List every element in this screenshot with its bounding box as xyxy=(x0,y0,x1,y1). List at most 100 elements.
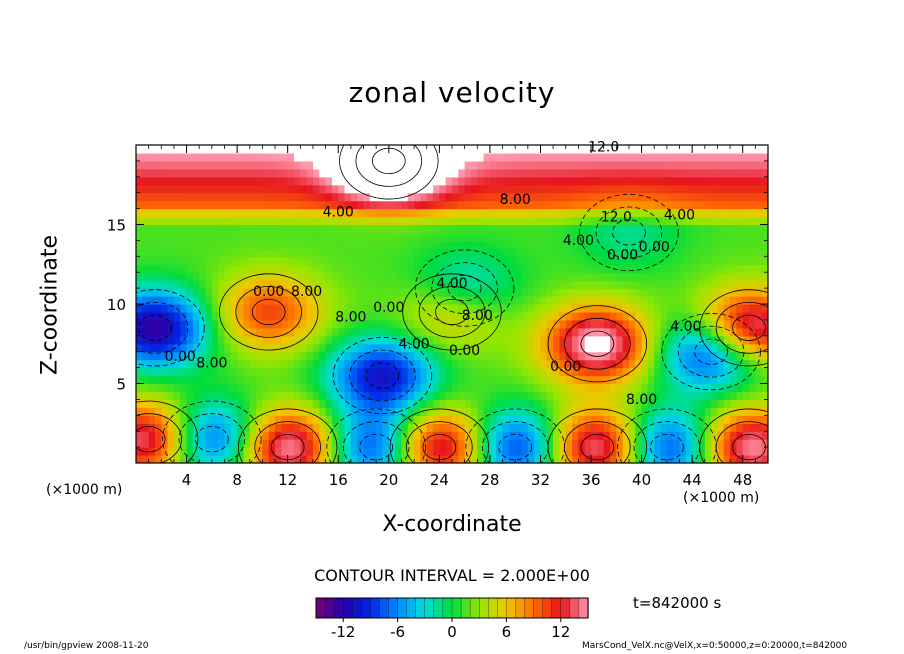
field-cell xyxy=(458,208,466,218)
field-cell xyxy=(666,240,674,249)
field-cell xyxy=(730,145,737,154)
field-cell xyxy=(331,439,339,448)
field-cell xyxy=(281,415,289,424)
field-cell xyxy=(736,208,744,218)
field-cell xyxy=(287,415,295,424)
field-cell xyxy=(755,455,763,463)
field-cell xyxy=(161,343,169,353)
field-cell xyxy=(237,160,245,170)
field-cell xyxy=(736,351,744,361)
field-cell xyxy=(445,192,453,202)
field-cell xyxy=(312,431,320,440)
field-cell xyxy=(755,256,763,265)
field-cell xyxy=(256,335,263,345)
field-cell xyxy=(211,415,219,424)
field-cell xyxy=(761,304,768,313)
field-cell xyxy=(439,192,447,202)
field-cell xyxy=(483,200,491,210)
field-cell xyxy=(458,335,466,345)
field-cell xyxy=(603,224,611,234)
field-cell xyxy=(755,208,763,218)
field-cell xyxy=(559,296,567,305)
field-cell xyxy=(597,184,605,194)
field-cell xyxy=(698,367,706,377)
field-cell xyxy=(142,232,150,241)
field-cell xyxy=(287,232,295,241)
field-cell xyxy=(426,367,434,377)
field-cell xyxy=(199,319,207,329)
field-cell xyxy=(730,335,737,345)
field-cell xyxy=(369,351,377,361)
field-cell xyxy=(395,240,403,249)
field-cell xyxy=(515,383,523,393)
field-cell xyxy=(458,176,466,186)
field-cell xyxy=(243,208,251,218)
field-cell xyxy=(154,319,162,329)
field-cell xyxy=(540,145,548,154)
field-cell xyxy=(616,160,624,170)
field-cell xyxy=(256,200,263,210)
field-cell xyxy=(199,399,207,408)
field-cell xyxy=(578,423,586,432)
field-cell xyxy=(742,343,750,353)
field-cell xyxy=(268,351,276,361)
field-cell xyxy=(452,152,459,162)
field-cell xyxy=(237,288,245,297)
field-cell xyxy=(249,296,257,305)
field-cell xyxy=(749,160,756,170)
field-cell xyxy=(369,168,377,178)
field-cell xyxy=(698,327,706,337)
field-cell xyxy=(660,296,668,305)
field-cell xyxy=(660,439,668,448)
field-cell xyxy=(173,327,181,337)
field-cell xyxy=(426,248,434,257)
field-cell xyxy=(192,232,200,241)
field-cell xyxy=(312,152,320,162)
field-cell xyxy=(445,216,453,226)
field-cell xyxy=(281,447,289,456)
field-cell xyxy=(167,248,175,257)
field-cell xyxy=(369,240,377,249)
field-cell xyxy=(502,359,510,369)
contour-line xyxy=(650,433,684,461)
contour-line xyxy=(254,421,321,463)
field-cell xyxy=(685,168,693,178)
field-cell xyxy=(755,407,763,416)
field-cell xyxy=(679,335,687,345)
field-cell xyxy=(628,272,636,281)
field-cell xyxy=(452,240,459,249)
field-cell xyxy=(136,232,143,241)
field-cell xyxy=(597,407,605,416)
field-cell xyxy=(211,224,219,234)
field-cell xyxy=(483,232,491,241)
field-cell xyxy=(641,343,649,353)
field-cell xyxy=(350,343,358,353)
field-cell xyxy=(698,423,706,432)
field-cell xyxy=(742,399,750,408)
field-cell xyxy=(458,272,466,281)
field-cell xyxy=(742,367,750,377)
field-cell xyxy=(521,200,529,210)
field-cell xyxy=(426,375,434,385)
field-cell xyxy=(186,216,194,226)
field-cell xyxy=(559,288,567,297)
field-cell xyxy=(243,351,251,361)
field-cell xyxy=(294,272,301,281)
field-cell xyxy=(186,311,194,321)
field-cell xyxy=(711,327,719,337)
field-cell xyxy=(224,367,232,377)
field-cell xyxy=(565,288,573,297)
field-cell xyxy=(420,383,428,393)
field-cell xyxy=(243,288,251,297)
contour-line xyxy=(359,433,393,461)
field-cell xyxy=(136,208,143,218)
field-cell xyxy=(294,240,301,249)
field-cell xyxy=(489,208,497,218)
field-cell xyxy=(452,280,459,289)
contour-label: 12.0 xyxy=(601,209,632,225)
field-cell xyxy=(445,455,453,463)
field-cell xyxy=(439,288,447,297)
field-cell xyxy=(230,335,238,345)
field-cell xyxy=(578,407,586,416)
field-cell xyxy=(591,232,598,241)
